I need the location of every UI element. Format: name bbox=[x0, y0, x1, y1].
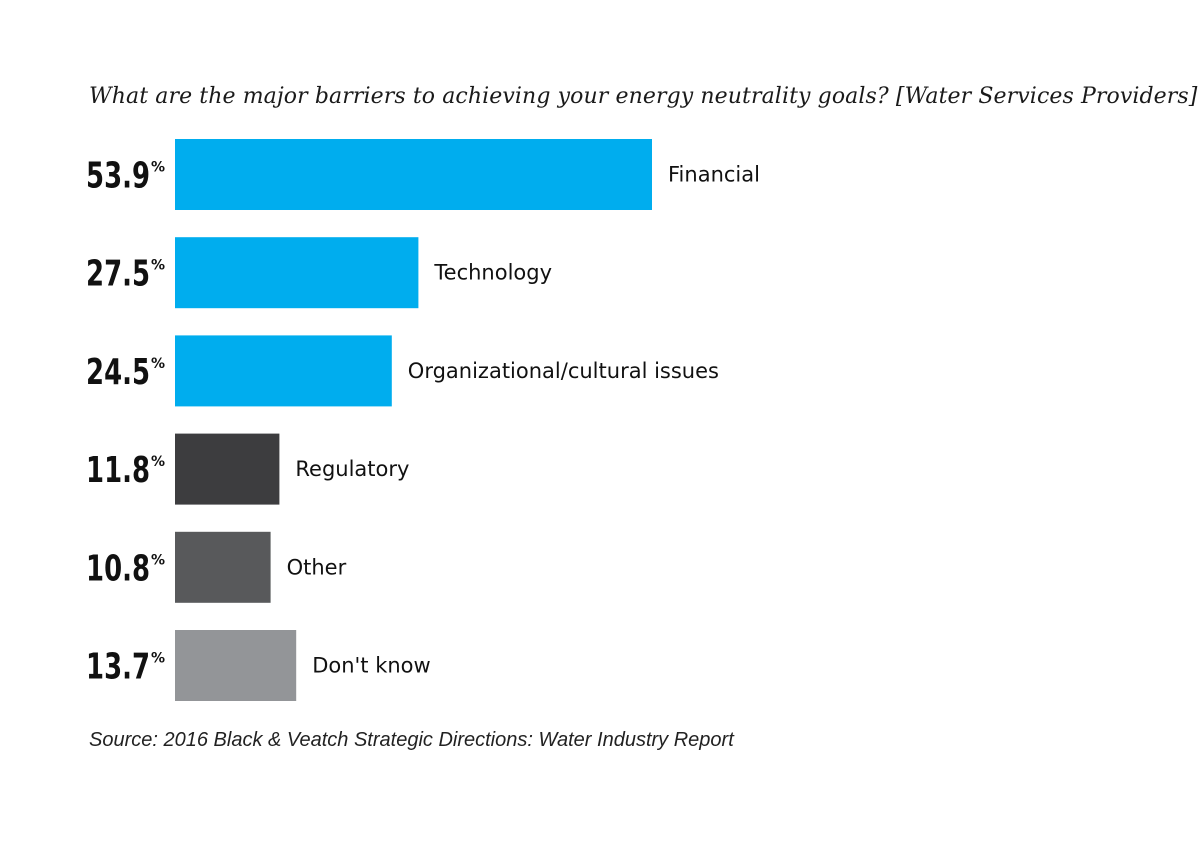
percent-sign-4: % bbox=[151, 552, 165, 568]
category-label-4: Other bbox=[287, 555, 347, 579]
value-label-3: 11.8 bbox=[86, 450, 150, 491]
bar-3 bbox=[175, 433, 280, 505]
bar-5 bbox=[175, 630, 297, 701]
category-label-3: Regulatory bbox=[295, 457, 409, 481]
bar-4 bbox=[175, 531, 271, 603]
bar-1 bbox=[175, 237, 419, 309]
category-label-2: Organizational/cultural issues bbox=[408, 359, 719, 383]
percent-sign-5: % bbox=[151, 651, 165, 667]
bar-0 bbox=[175, 139, 652, 210]
source-note: Source: 2016 Black & Veatch Strategic Di… bbox=[89, 729, 734, 751]
chart-title: What are the major barriers to achieving… bbox=[89, 84, 1198, 109]
percent-sign-1: % bbox=[151, 258, 165, 274]
percent-sign-2: % bbox=[151, 356, 165, 372]
value-label-0: 53.9 bbox=[86, 155, 150, 196]
category-label-1: Technology bbox=[433, 261, 552, 285]
percent-sign-0: % bbox=[151, 160, 165, 176]
category-label-5: Don't know bbox=[312, 654, 431, 678]
value-label-1: 27.5 bbox=[86, 254, 150, 295]
value-label-5: 13.7 bbox=[86, 646, 150, 687]
value-label-4: 10.8 bbox=[86, 548, 150, 589]
value-label-2: 24.5 bbox=[86, 352, 150, 393]
bar-2 bbox=[175, 335, 392, 407]
percent-sign-3: % bbox=[151, 454, 165, 470]
category-label-0: Financial bbox=[668, 163, 760, 187]
